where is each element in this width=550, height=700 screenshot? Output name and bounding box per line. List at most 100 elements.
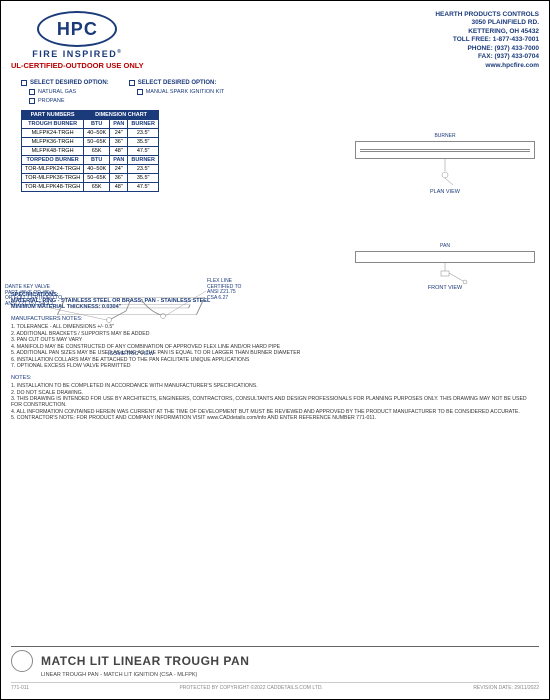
th-section: TROUGH BURNER xyxy=(22,120,84,129)
tagline: FIRE INSPIRED® xyxy=(11,49,144,59)
notes-section: NOTES: 1. INSTALLATION TO BE COMPLETED I… xyxy=(11,375,539,421)
callout-flex: FLEX LINE CERTIFIED TO ANSI Z21.75 CSA 6… xyxy=(207,279,262,301)
footer-center: PROTECTED BY COPYRIGHT ©2022 CADDETAILS.… xyxy=(179,685,322,691)
view-label-plan: PLAN VIEW xyxy=(355,189,535,195)
phone: PHONE: (937) 433-7000 xyxy=(435,45,539,53)
cell: MLFPK48-TRGH xyxy=(22,147,84,156)
cell: 24" xyxy=(110,129,128,138)
cell: 47.5" xyxy=(128,147,159,156)
main-title: MATCH LIT LINEAR TROUGH PAN xyxy=(41,654,249,668)
footer-left: 771-011 xyxy=(11,685,29,691)
option-label: PROPANE xyxy=(38,98,65,104)
logo: HPC xyxy=(37,11,117,47)
th-btu: BTU xyxy=(84,120,110,129)
cell: 23.5" xyxy=(128,165,159,174)
option-group-gas: SELECT DESIRED OPTION: NATURAL GAS PROPA… xyxy=(21,80,109,104)
th-burner2: BURNER xyxy=(128,156,159,165)
burner-outline xyxy=(355,141,535,159)
title-row: MATCH LIT LINEAR TROUGH PAN xyxy=(11,650,539,672)
checkbox-icon[interactable] xyxy=(137,89,143,95)
option-title-2: SELECT DESIRED OPTION: xyxy=(138,80,217,86)
view-label-iso: ISOMETRIC VIEW xyxy=(31,351,231,357)
option-label: NATURAL GAS xyxy=(38,89,76,95)
th-section2: TORPEDO BURNER xyxy=(22,156,84,165)
footer-row: 771-011 PROTECTED BY COPYRIGHT ©2022 CAD… xyxy=(11,682,539,691)
tagline-text: FIRE INSPIRED xyxy=(32,49,117,59)
cell: MLFPK24-TRGH xyxy=(22,129,84,138)
note-item: 7. OPTIONAL EXCESS FLOW VALVE PERMITTED xyxy=(11,363,539,369)
cell: 23.5" xyxy=(128,129,159,138)
cell: 50–65K xyxy=(84,138,110,147)
callout-valve: DANTE KEY VALVE PART #BVS OR #BVA OR EQU… xyxy=(5,285,65,307)
cell: TOR-MLFPK24-TRGH xyxy=(22,165,84,174)
cell: MLFPK36-TRGH xyxy=(22,138,84,147)
options-row: SELECT DESIRED OPTION: NATURAL GAS PROPA… xyxy=(21,80,539,104)
th-burner: BURNER xyxy=(128,120,159,129)
cell: 24" xyxy=(110,165,128,174)
note-item: 1. INSTALLATION TO BE COMPLETED IN ACCOR… xyxy=(11,383,539,389)
logo-oval: HPC xyxy=(37,11,117,47)
note-item: 6. INSTALLATION COLLARS MAY BE ATTACHED … xyxy=(11,357,539,363)
note-item: 3. THIS DRAWING IS INTENDED FOR USE BY A… xyxy=(11,396,539,408)
burner-label: BURNER xyxy=(434,133,455,139)
front-view-fitting-svg xyxy=(355,263,535,287)
burner-slot xyxy=(360,149,530,152)
note-item: 5. CONTRACTOR'S NOTE: FOR PRODUCT AND CO… xyxy=(11,415,539,421)
header-left: HPC FIRE INSPIRED® UL-CERTIFIED-OUTDOOR … xyxy=(11,11,144,70)
plan-view-fitting-svg xyxy=(355,159,535,189)
pan-outline xyxy=(355,251,535,263)
cell: 47.5" xyxy=(128,183,159,192)
th-partnumbers: PART NUMBERS xyxy=(22,111,84,120)
option-label: MANUAL SPARK IGNITION KIT xyxy=(146,89,225,95)
table-row: TOR-MLFPK24-TRGH40–50K24"23.5" xyxy=(22,165,159,174)
cell: TOR-MLFPK48-TRGH xyxy=(22,183,84,192)
company-name: HEARTH PRODUCTS CONTROLS xyxy=(435,11,539,19)
option-natural-gas: NATURAL GAS xyxy=(29,89,109,95)
cell: 36" xyxy=(110,138,128,147)
addr2: KETTERING, OH 45432 xyxy=(435,28,539,36)
addr1: 3050 PLAINFIELD RD. xyxy=(435,19,539,27)
checkbox-icon[interactable] xyxy=(29,89,35,95)
cell: 35.5" xyxy=(128,174,159,183)
table-trough: PART NUMBERS DIMENSION CHART TROUGH BURN… xyxy=(21,110,159,192)
cert-line: UL-CERTIFIED-OUTDOOR USE ONLY xyxy=(11,61,144,70)
option-propane: PROPANE xyxy=(29,98,109,104)
note-item: 4. ALL INFORMATION CONTAINED HEREIN WAS … xyxy=(11,409,539,415)
header: HPC FIRE INSPIRED® UL-CERTIFIED-OUTDOOR … xyxy=(11,11,539,70)
sub-title: LINEAR TROUGH PAN - MATCH LIT IGNITION (… xyxy=(41,672,539,678)
footer-right: REVISION DATE: 29/11/2022 xyxy=(473,685,539,691)
checkbox-icon[interactable] xyxy=(29,98,35,104)
registered-icon: ® xyxy=(117,49,122,55)
cell: 36" xyxy=(110,174,128,183)
title-block: MATCH LIT LINEAR TROUGH PAN LINEAR TROUG… xyxy=(11,646,539,691)
th-btu2: BTU xyxy=(84,156,110,165)
notes-list: 1. INSTALLATION TO BE COMPLETED IN ACCOR… xyxy=(11,383,539,421)
table-row: TOR-MLFPK36-TRGH50–65K36"35.5" xyxy=(22,174,159,183)
th-dimchart: DIMENSION CHART xyxy=(84,111,159,120)
plan-view-burner: BURNER PLAN VIEW xyxy=(355,141,535,195)
cell: 35.5" xyxy=(128,138,159,147)
cell: 65K xyxy=(84,147,110,156)
logo-text: HPC xyxy=(57,19,98,40)
cell: 48" xyxy=(110,147,128,156)
cell: 40–50K xyxy=(84,165,110,174)
isometric-view: FLEX LINE CERTIFIED TO ANSI Z21.75 CSA 6… xyxy=(31,271,231,351)
tollfree: TOLL FREE: 1-877-433-7001 xyxy=(435,36,539,44)
th-pan2: PAN xyxy=(110,156,128,165)
cell: 65K xyxy=(84,183,110,192)
pan-label: PAN xyxy=(440,243,450,249)
checkbox-icon[interactable] xyxy=(21,80,27,86)
note-item: 2. DO NOT SCALE DRAWING. xyxy=(11,390,539,396)
notes-title: NOTES: xyxy=(11,375,539,381)
fax: FAX: (937) 433-0704 xyxy=(435,53,539,61)
option-spark: MANUAL SPARK IGNITION KIT xyxy=(137,89,225,95)
table-row: MLFPK24-TRGH40–50K24"23.5" xyxy=(22,129,159,138)
cell: 48" xyxy=(110,183,128,192)
cell: 50–65K xyxy=(84,174,110,183)
web: www.hpcfire.com xyxy=(435,62,539,70)
table-row: TOR-MLFPK48-TRGH65K48"47.5" xyxy=(22,183,159,192)
option-header-2: SELECT DESIRED OPTION: xyxy=(129,80,225,86)
checkbox-icon[interactable] xyxy=(129,80,135,86)
page: HPC FIRE INSPIRED® UL-CERTIFIED-OUTDOOR … xyxy=(1,1,549,699)
option-header-1: SELECT DESIRED OPTION: xyxy=(21,80,109,86)
